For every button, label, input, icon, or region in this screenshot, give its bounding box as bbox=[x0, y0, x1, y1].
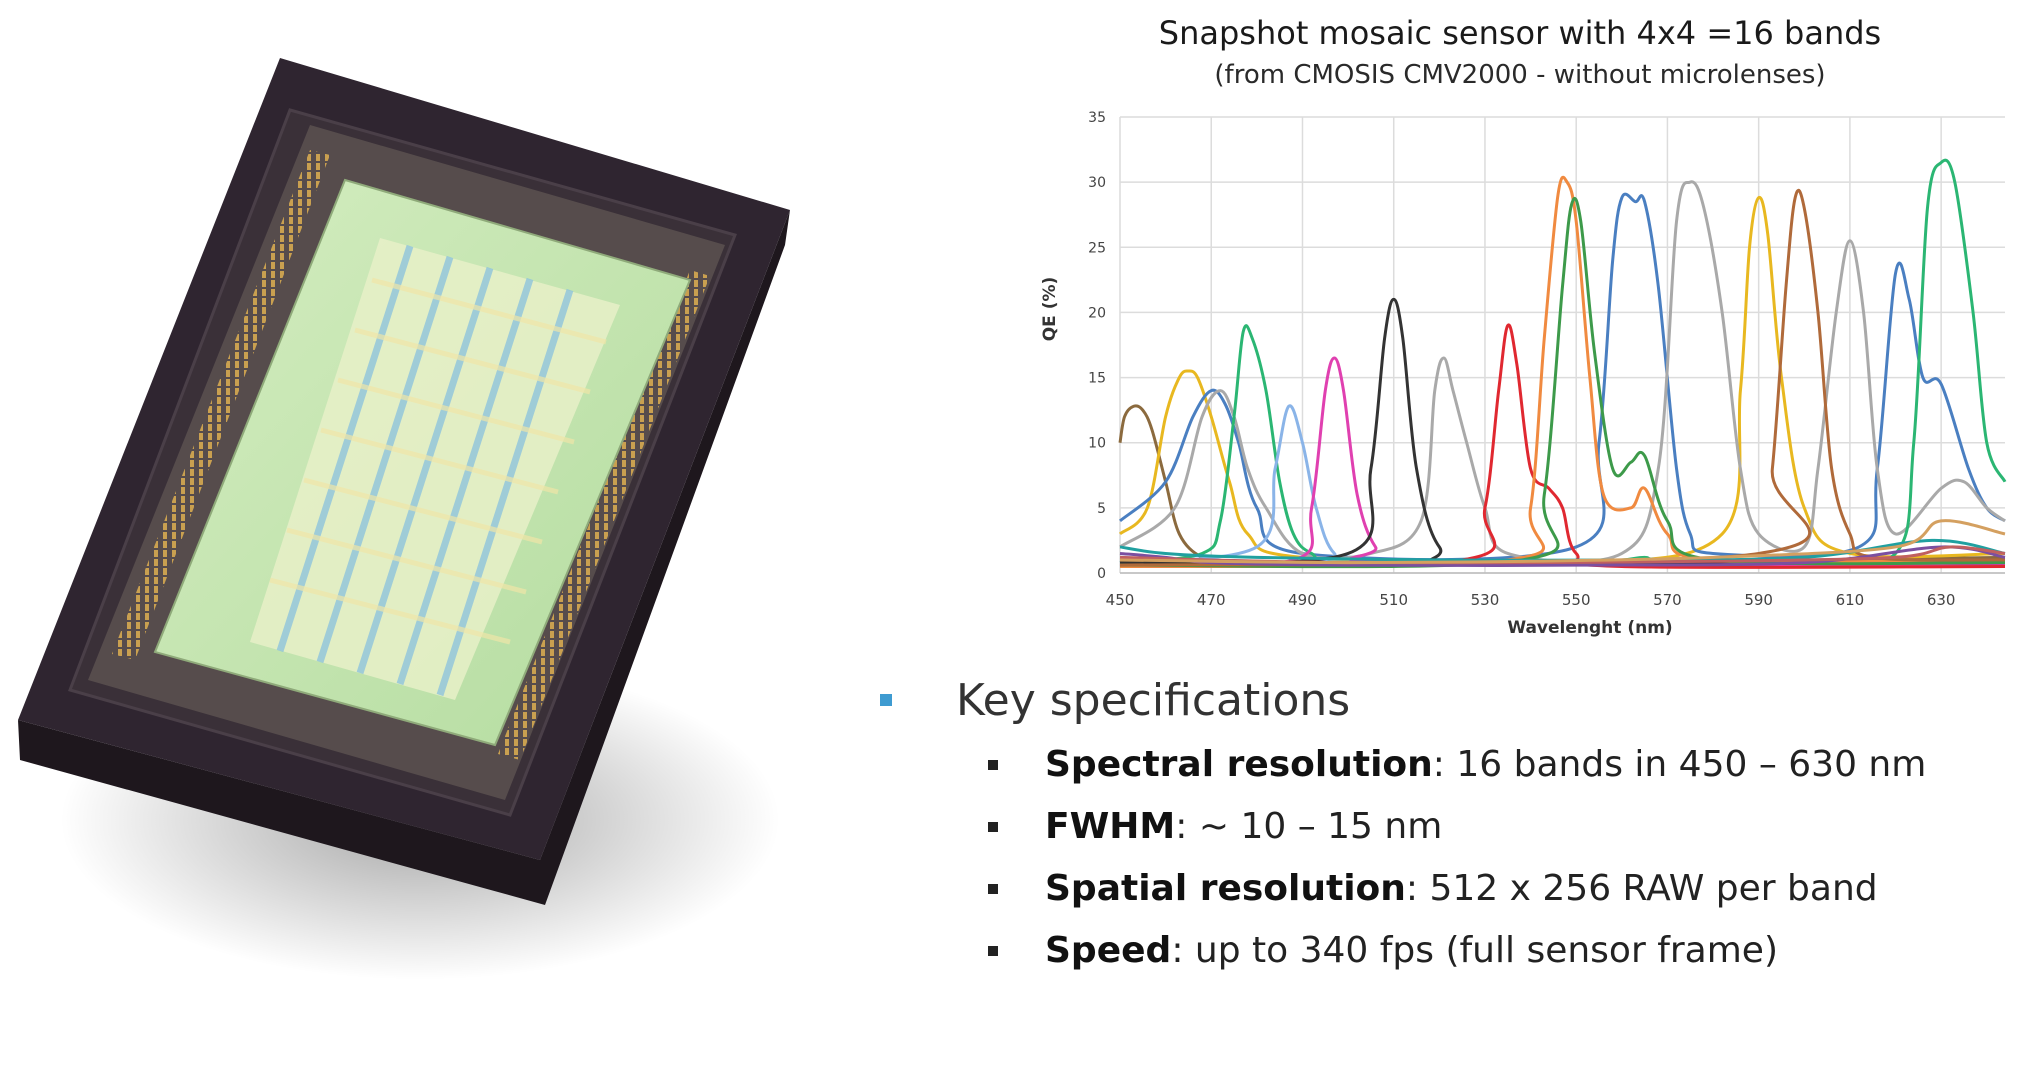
square-bullet-icon bbox=[988, 760, 998, 770]
chart-subtitle: (from CMOSIS CMV2000 - without microlens… bbox=[1214, 60, 1826, 90]
spec-list: Spectral resolution: 16 bands in 450 – 6… bbox=[870, 734, 2010, 982]
qe-band-curve bbox=[1119, 196, 2006, 569]
y-tick-label: 5 bbox=[1097, 501, 1106, 517]
chart-title: Snapshot mosaic sensor with 4x4 =16 band… bbox=[1158, 14, 1882, 52]
x-tick-label: 510 bbox=[1379, 591, 1408, 609]
qe-band-curve bbox=[1119, 175, 2006, 569]
spec-value: : ~ 10 – 15 nm bbox=[1175, 806, 1443, 847]
spec-item-speed: Speed: up to 340 fps (full sensor frame) bbox=[870, 920, 2010, 982]
package-side bbox=[18, 210, 790, 905]
x-tick-label: 530 bbox=[1471, 591, 1500, 609]
x-tick-label: 550 bbox=[1562, 591, 1591, 609]
square-bullet-icon bbox=[880, 694, 892, 706]
y-tick-label: 35 bbox=[1088, 110, 1106, 126]
qe-band-curve bbox=[1119, 180, 2006, 564]
x-tick-label: 450 bbox=[1106, 591, 1135, 609]
square-bullet-icon bbox=[988, 946, 998, 956]
spec-label: FWHM bbox=[1045, 806, 1176, 847]
x-tick-label: 610 bbox=[1836, 591, 1865, 609]
spec-value: : 512 x 256 RAW per band bbox=[1405, 868, 1878, 909]
spec-item-spatial-resolution: Spatial resolution: 512 x 256 RAW per ba… bbox=[870, 858, 2010, 920]
x-tick-label: 490 bbox=[1288, 591, 1317, 609]
x-axis-label: Wavelenght (nm) bbox=[1507, 618, 1672, 638]
sensor-photo bbox=[18, 58, 790, 980]
spec-value: : 16 bands in 450 – 630 nm bbox=[1432, 744, 1927, 785]
bond-pads-right bbox=[498, 270, 710, 760]
x-tick-label: 590 bbox=[1744, 591, 1773, 609]
square-bullet-icon bbox=[988, 822, 998, 832]
spec-label: Speed bbox=[1045, 930, 1172, 971]
specs-heading-text: Key specifications bbox=[956, 675, 1351, 726]
y-tick-label: 10 bbox=[1088, 436, 1106, 452]
spec-label: Spatial resolution bbox=[1045, 868, 1406, 909]
spec-value: : up to 340 fps (full sensor frame) bbox=[1171, 930, 1778, 971]
qe-chart: 450 470 490 510 530 550 570 590 610 6300510152025… bbox=[1040, 110, 2007, 638]
bond-pads-left bbox=[112, 150, 330, 660]
chart-axes: 450 470 490 510 530 550 570 590 610 6300510152025… bbox=[1088, 110, 2005, 609]
spec-label: Spectral resolution bbox=[1045, 744, 1433, 785]
y-tick-label: 0 bbox=[1097, 566, 1106, 582]
x-tick-label: 570 bbox=[1653, 591, 1682, 609]
mosaic-filter-rows bbox=[269, 277, 607, 645]
qe-band-curve bbox=[1119, 323, 2006, 569]
spec-item-spectral-resolution: Spectral resolution: 16 bands in 450 – 6… bbox=[870, 734, 2010, 796]
key-specifications: Key specifications Spectral resolution: … bbox=[870, 672, 2010, 982]
y-tick-label: 20 bbox=[1088, 305, 1106, 321]
qe-band-curve bbox=[1119, 192, 2006, 562]
y-axis-label: QE (%) bbox=[1040, 277, 1060, 342]
x-tick-label: 470 bbox=[1197, 591, 1226, 609]
y-tick-label: 15 bbox=[1088, 371, 1106, 387]
qe-band-curve bbox=[1119, 158, 2007, 566]
qe-band-curve bbox=[1119, 519, 2006, 565]
x-tick-label: 630 bbox=[1927, 591, 1956, 609]
specs-heading: Key specifications bbox=[870, 672, 2010, 730]
y-tick-label: 30 bbox=[1088, 175, 1106, 191]
spec-item-fwhm: FWHM: ~ 10 – 15 nm bbox=[870, 796, 2010, 858]
square-bullet-icon bbox=[988, 884, 998, 894]
y-tick-label: 25 bbox=[1088, 240, 1106, 256]
chart-series bbox=[1118, 158, 2007, 569]
